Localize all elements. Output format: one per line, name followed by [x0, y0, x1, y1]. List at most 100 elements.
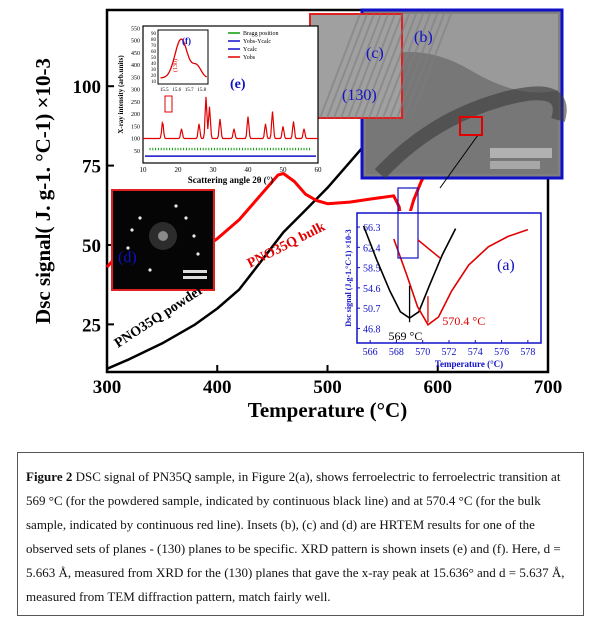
inset-f-y-tick-label: 30	[151, 68, 157, 73]
fringe-line	[361, 13, 403, 119]
fringe-line	[389, 13, 431, 119]
diffraction-spot	[196, 252, 200, 256]
inset-f-y-tick-label: 20	[151, 74, 157, 79]
inset-f-y-tick-label: 40	[151, 62, 157, 67]
fringe-line	[347, 13, 389, 119]
inset-e-y-tick-label: 550	[131, 26, 140, 32]
inset-a-y-tick-label: 54.6	[363, 284, 381, 295]
inset-e-y-tick-label: 350	[131, 75, 140, 81]
inset-f-x-tick-label: 15.7	[185, 88, 194, 93]
inset-e-zoom-box	[164, 95, 173, 113]
inset-label-b: (b)	[414, 29, 433, 46]
diffraction-spots	[126, 204, 200, 272]
inset-f-y-tick-label: 10	[151, 80, 157, 85]
inset-f-y-tick-label: 70	[151, 44, 157, 49]
series-label-powder: PNO35Q powder	[112, 283, 207, 352]
inset-label-f: (f)	[182, 36, 191, 46]
inset-label-a: (a)	[497, 257, 515, 274]
fringe-line	[326, 13, 368, 119]
inset-a-x-tick-label: 570	[415, 347, 430, 358]
x-tick-label: 400	[203, 377, 232, 398]
highlight-box	[459, 116, 483, 136]
inset-e-yobs	[143, 96, 318, 140]
inset-a-annot-powder: 569 °C	[389, 329, 423, 343]
diffraction-spot	[138, 216, 142, 220]
inset-e-x-label: Scattering angle 2θ (°)	[188, 175, 274, 185]
fringe-line	[333, 13, 375, 119]
inset-a-x-tick-label: 572	[442, 347, 457, 358]
y-tick-label: 25	[82, 315, 101, 336]
diffraction-image-d	[111, 189, 215, 291]
inset-f-x-tick-label: 15.6	[172, 88, 181, 93]
diffraction-spot	[126, 246, 130, 250]
figure-canvas: 300 400 500 600 700 25 50 75 100 Temperature (°C)…	[31, 8, 567, 422]
fringe-line	[368, 13, 410, 119]
inset-e-legend-label: Yobs-Ycalc	[243, 39, 271, 45]
fringe-line	[396, 13, 438, 119]
x-tick-label: 500	[313, 377, 342, 398]
inset-e-y-tick-label: 100	[131, 137, 140, 143]
inset-f-frame	[157, 29, 209, 85]
diffraction-spot	[148, 268, 152, 272]
inset-f-curve	[160, 38, 208, 79]
inset-e-x-tick-label: 40	[245, 166, 253, 174]
inset-e-y-tick-label: 200	[131, 112, 140, 118]
pointer-line	[417, 239, 441, 259]
zoom-region-box	[397, 187, 419, 259]
fringe-line	[340, 13, 382, 119]
inset-a-annot-bulk: 570.4 °C	[442, 314, 485, 328]
inset-label-e: (e)	[230, 77, 246, 92]
caption-text: DSC signal of PN35Q sample, in Figure 2(…	[26, 469, 565, 604]
inset-a-y-tick-label: 50.7	[363, 304, 381, 315]
inset-f-y-tick-label: 60	[151, 50, 157, 55]
inset-label-c-plane: (130)	[342, 87, 377, 104]
inset-f-y-tick-label: 80	[151, 38, 157, 43]
fringe-line	[354, 13, 396, 119]
inset-e-legend-label: Yobs	[243, 55, 256, 61]
inset-f-x-tick-label: 15.8	[197, 88, 206, 93]
inset-e-y-tick-label: 250	[131, 100, 140, 106]
inset-e-y-tick-label: 400	[131, 63, 140, 69]
fringe-line	[382, 13, 424, 119]
inset-a-x-label: Temperature (°C)	[435, 359, 503, 369]
diffraction-spot	[192, 234, 196, 238]
inset-e-x-tick-label: 20	[175, 166, 183, 174]
diffraction-spot	[174, 204, 178, 208]
y-tick-label: 75	[82, 157, 101, 178]
inset-e-y-tick-label: 150	[131, 124, 140, 130]
inset-a-x-tick-label: 576	[494, 347, 509, 358]
dsc-inset-a: 566 568 570 572 574 576 57846.850.754.658.562.…	[344, 211, 543, 369]
x-tick-label: 300	[93, 377, 122, 398]
main-axes: 300 400 500 600 700 25 50 75 100 Temperature (°C)…	[31, 8, 563, 422]
inset-e-legend-label: Ycalc	[243, 47, 257, 53]
inset-e-x-tick-label: 60	[315, 166, 323, 174]
inset-a-x-tick-label: 578	[520, 347, 535, 358]
pointer-line	[439, 134, 479, 189]
inset-f-peak-label: (130)	[172, 59, 179, 72]
series-label-bulk: PNO35Q bulk	[245, 219, 328, 271]
xrd-inset-e: 10 20 30 40 50 605010015020025030035040045050…	[117, 25, 323, 185]
inset-e-legend-label: Bragg position	[243, 31, 279, 37]
inset-f-y-tick-label: 90	[151, 32, 157, 37]
inset-a-y-tick-label: 66.3	[363, 223, 381, 234]
inset-e-y-label: X-ray intensity (arb.units)	[117, 55, 125, 134]
x-axis-label: Temperature (°C)	[248, 398, 407, 422]
inset-e-y-tick-label: 500	[131, 39, 140, 45]
inset-f-y-tick-label: 50	[151, 56, 157, 61]
fringe-line	[375, 13, 417, 119]
fringe-line	[403, 13, 445, 119]
inset-label-d: (d)	[118, 249, 137, 266]
lattice-fringes	[319, 13, 452, 119]
inset-e-y-tick-label: 50	[134, 149, 140, 155]
pointer-lines	[397, 134, 479, 259]
fringe-line	[319, 13, 361, 119]
inset-a-x-tick-label: 574	[468, 347, 483, 358]
x-tick-label: 700	[534, 377, 563, 398]
inset-e-x-tick-label: 10	[140, 166, 148, 174]
inset-a-y-label: Dsc signal (J.g-1.°C-1) ×10-3	[344, 229, 353, 326]
inset-e-x-tick-label: 50	[280, 166, 288, 174]
inset-e-y-tick-label: 300	[131, 88, 140, 94]
inset-a-y-tick-label: 46.8	[363, 324, 381, 335]
inset-a-bulk-curve	[393, 228, 529, 326]
y-tick-label: 50	[82, 236, 101, 257]
